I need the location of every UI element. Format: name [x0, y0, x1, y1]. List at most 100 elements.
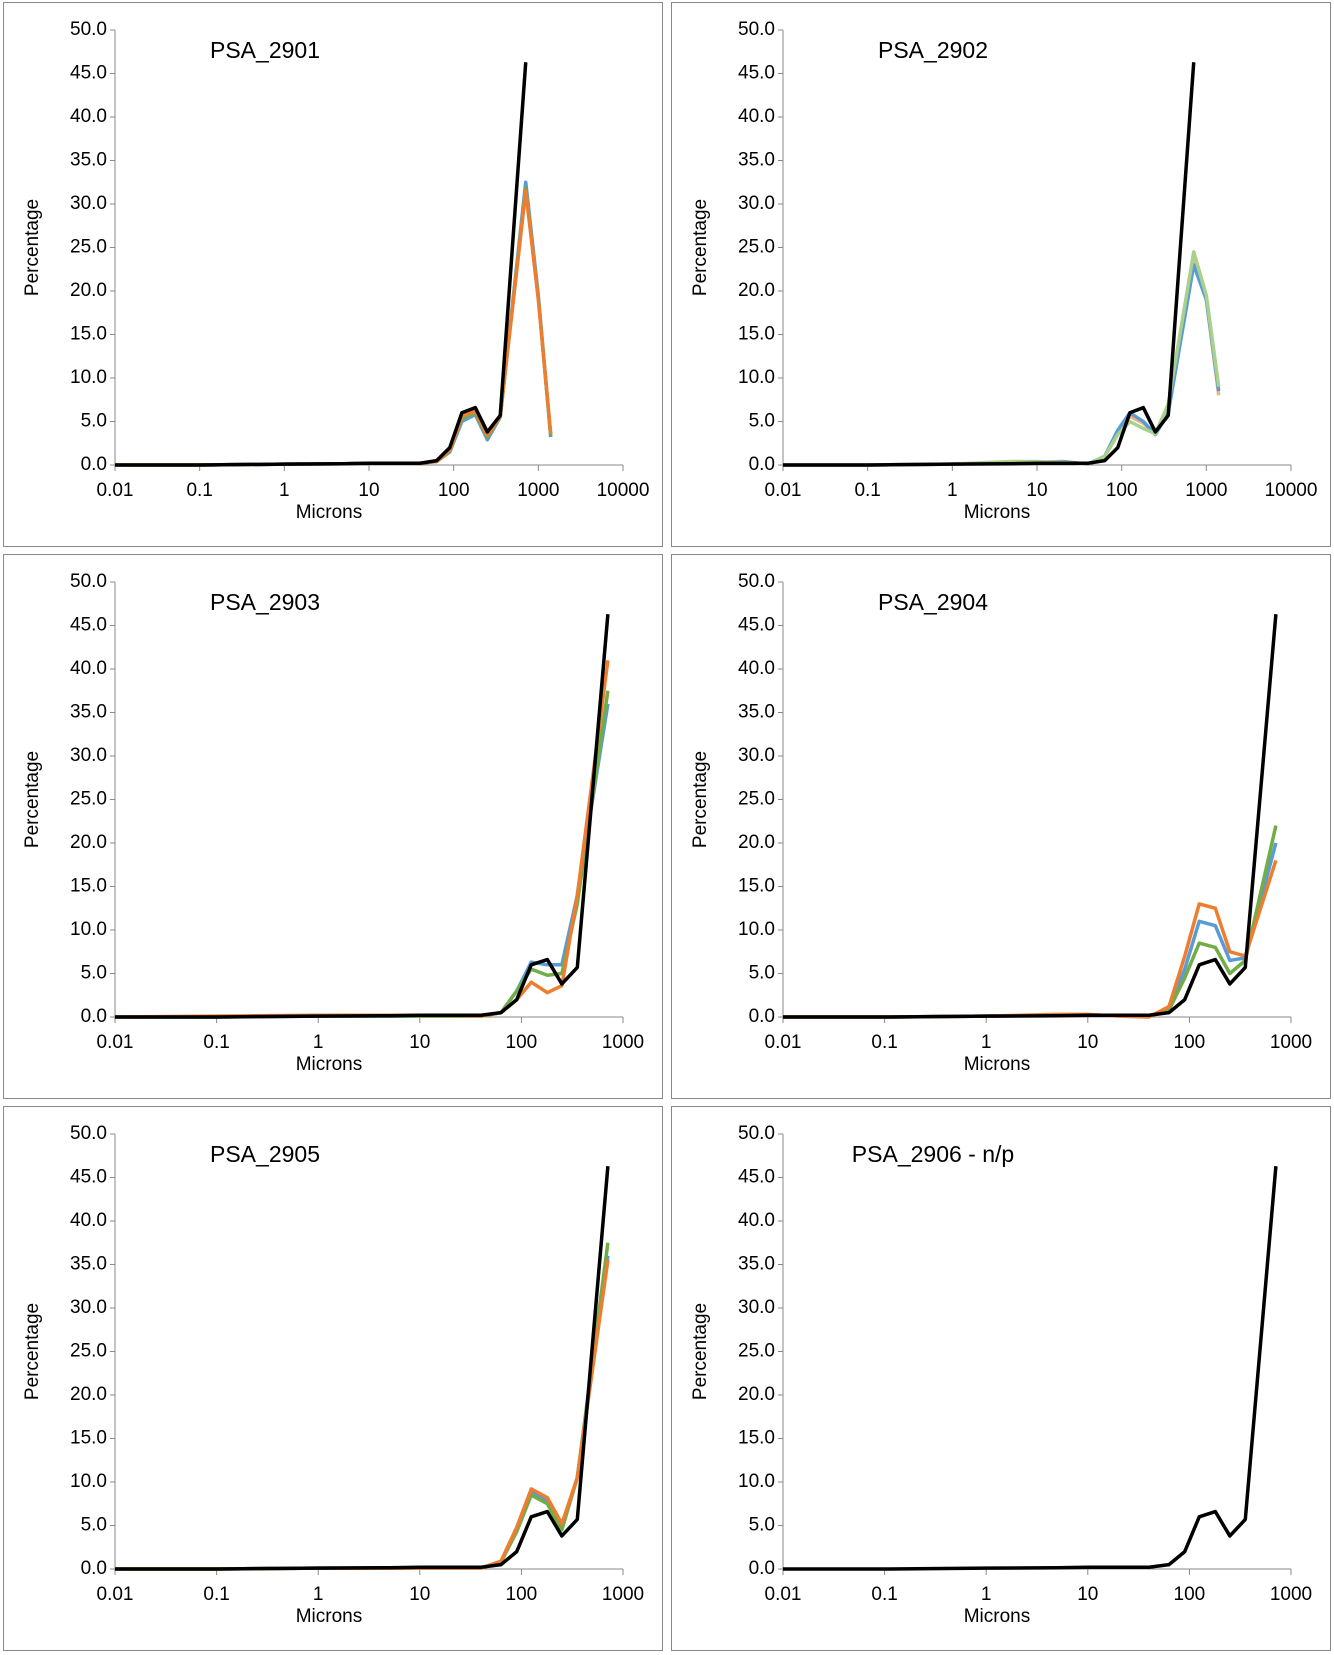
y-tick-label: 35.0	[70, 1254, 107, 1275]
x-tick-label: 0.01	[765, 1032, 802, 1053]
y-tick-label: 50.0	[738, 1123, 775, 1144]
y-tick-label: 5.0	[749, 411, 775, 432]
x-tick-label: 1	[313, 1584, 324, 1605]
x-tick-label: 1	[279, 480, 290, 501]
y-tick-label: 10.0	[70, 919, 107, 940]
y-axis-label: Percentage	[690, 751, 711, 848]
y-tick-label: 0.0	[81, 1006, 107, 1027]
chart-title: PSA_2902	[878, 37, 988, 63]
y-tick-label: 10.0	[738, 919, 775, 940]
y-tick-label: 20.0	[70, 832, 107, 853]
y-tick-label: 30.0	[70, 745, 107, 766]
y-tick-label: 25.0	[70, 1341, 107, 1362]
y-tick-label: 45.0	[70, 615, 107, 636]
chart-panel: 0.0 5.0 10.0 15.0 20.0 25.0 30.0 35.0 40.0 45.0 50…	[3, 554, 663, 1099]
x-axis-label: Microns	[964, 1054, 1031, 1075]
x-tick-label: 10	[409, 1584, 430, 1605]
y-tick-label: 15.0	[738, 324, 775, 345]
series-line	[115, 614, 610, 1019]
x-tick-label: 1000	[517, 480, 559, 501]
y-tick-label: 0.0	[749, 1006, 775, 1027]
x-tick-label: 0.1	[854, 480, 880, 501]
x-tick-label: 10	[1026, 480, 1047, 501]
x-tick-label: 1	[981, 1584, 992, 1605]
series-line	[115, 62, 528, 467]
panel-border	[3, 1106, 663, 1651]
y-tick-label: 0.0	[81, 454, 107, 475]
chart-panel: 0.0 5.0 10.0 15.0 20.0 25.0 30.0 35.0 40.0 45.0 50…	[671, 554, 1331, 1099]
x-tick-label: 1	[313, 1032, 324, 1053]
y-tick-label: 25.0	[70, 789, 107, 810]
chart-panel: 0.0 5.0 10.0 15.0 20.0 25.0 30.0 35.0 40.0 45.0 50…	[671, 2, 1331, 547]
y-tick-label: 20.0	[70, 280, 107, 301]
x-axis-label: Microns	[296, 502, 363, 523]
x-tick-label: 100	[1106, 480, 1138, 501]
y-tick-label: 30.0	[70, 193, 107, 214]
y-tick-label: 45.0	[738, 1167, 775, 1188]
y-tick-label: 50.0	[70, 571, 107, 592]
x-tick-label: 1000	[602, 1032, 644, 1053]
y-tick-label: 35.0	[738, 1254, 775, 1275]
x-tick-label: 10000	[1265, 480, 1318, 501]
y-tick-label: 50.0	[70, 19, 107, 40]
chart-panel: 0.0 5.0 10.0 15.0 20.0 25.0 30.0 35.0 40.0 45.0 50…	[3, 1106, 663, 1651]
y-tick-label: 40.0	[70, 1210, 107, 1231]
x-tick-label: 100	[1174, 1032, 1206, 1053]
x-tick-label: 1	[981, 1032, 992, 1053]
y-axis-label: Percentage	[22, 1303, 43, 1400]
x-tick-label: 0.1	[203, 1032, 229, 1053]
y-tick-label: 10.0	[738, 1471, 775, 1492]
y-tick-label: 30.0	[738, 1297, 775, 1318]
y-tick-label: 5.0	[81, 411, 107, 432]
y-tick-label: 40.0	[738, 106, 775, 127]
x-tick-label: 10	[409, 1032, 430, 1053]
x-axis-label: Microns	[964, 1606, 1031, 1627]
x-tick-label: 1000	[1270, 1032, 1312, 1053]
y-tick-label: 45.0	[70, 1167, 107, 1188]
x-tick-label: 0.1	[186, 480, 212, 501]
chart-title: PSA_2906 - n/p	[852, 1141, 1014, 1167]
x-tick-label: 100	[506, 1584, 538, 1605]
chart-title: PSA_2903	[210, 589, 320, 615]
x-tick-label: 1000	[1270, 1584, 1312, 1605]
y-tick-label: 45.0	[738, 615, 775, 636]
y-tick-label: 15.0	[70, 324, 107, 345]
series-line	[115, 1166, 610, 1571]
y-tick-label: 35.0	[70, 702, 107, 723]
x-axis-label: Microns	[964, 502, 1031, 523]
x-tick-label: 0.1	[203, 1584, 229, 1605]
chart-title: PSA_2901	[210, 37, 320, 63]
y-tick-label: 30.0	[70, 1297, 107, 1318]
y-axis-label: Percentage	[690, 199, 711, 296]
y-tick-label: 25.0	[738, 237, 775, 258]
series-line	[783, 62, 1196, 467]
y-tick-label: 40.0	[70, 106, 107, 127]
chart-panel: 0.0 5.0 10.0 15.0 20.0 25.0 30.0 35.0 40.0 45.0 50…	[671, 1106, 1331, 1651]
y-tick-label: 10.0	[70, 1471, 107, 1492]
x-tick-label: 0.01	[97, 1584, 134, 1605]
y-tick-label: 0.0	[81, 1558, 107, 1579]
x-tick-label: 100	[506, 1032, 538, 1053]
y-tick-label: 40.0	[738, 658, 775, 679]
x-tick-label: 100	[1174, 1584, 1206, 1605]
chart-title: PSA_2904	[878, 589, 988, 615]
y-tick-label: 40.0	[70, 658, 107, 679]
panel-border	[671, 1106, 1331, 1651]
panel-border	[3, 2, 663, 547]
x-tick-label: 1000	[1185, 480, 1227, 501]
y-tick-label: 45.0	[738, 63, 775, 84]
y-tick-label: 35.0	[738, 150, 775, 171]
y-tick-label: 35.0	[70, 150, 107, 171]
y-tick-label: 15.0	[738, 876, 775, 897]
y-tick-label: 15.0	[738, 1428, 775, 1449]
x-tick-label: 100	[438, 480, 470, 501]
y-tick-label: 10.0	[738, 367, 775, 388]
y-tick-label: 15.0	[70, 876, 107, 897]
chart-title: PSA_2905	[210, 1141, 320, 1167]
y-tick-label: 50.0	[738, 571, 775, 592]
y-tick-label: 5.0	[749, 963, 775, 984]
x-tick-label: 0.01	[97, 1032, 134, 1053]
y-tick-label: 20.0	[738, 280, 775, 301]
series-line	[783, 1166, 1278, 1571]
